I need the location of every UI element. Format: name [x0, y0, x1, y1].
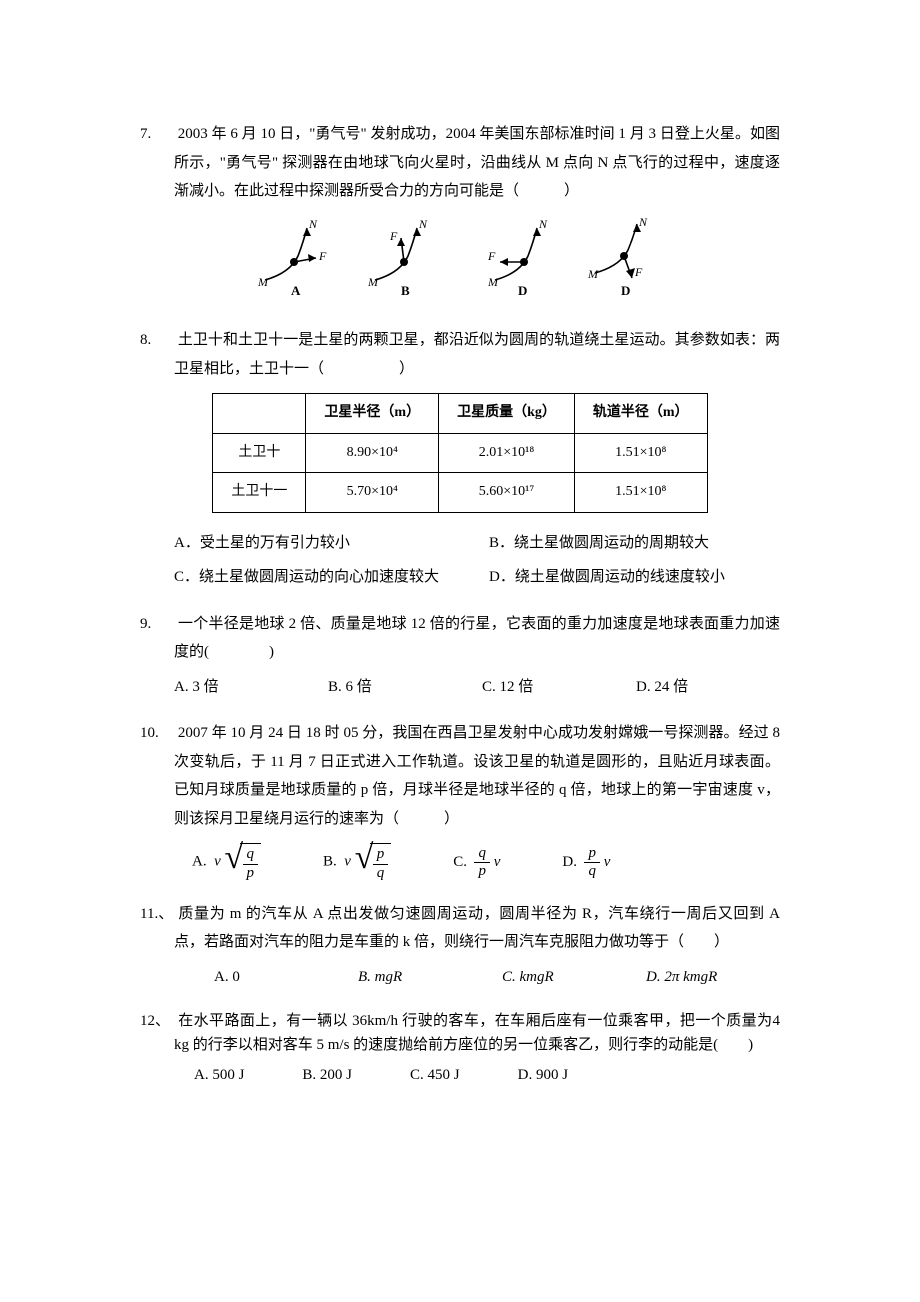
option-a: A. 0	[214, 963, 348, 992]
question-11: 11.、 质量为 m 的汽车从 A 点出发做匀速圆周运动，圆周半径为 R，汽车绕…	[140, 900, 780, 992]
question-8-body: 8. 土卫十和土卫十一是土星的两颗卫星，都沿近似为圆周的轨道绕土星运动。其参数如…	[140, 326, 780, 383]
svg-text:B: B	[401, 283, 410, 298]
svg-text:F: F	[634, 265, 643, 279]
svg-text:M: M	[587, 267, 599, 281]
option-a: A. 3 倍	[174, 673, 318, 702]
table-header-0	[213, 394, 306, 434]
option-a: A．受土星的万有引力较小	[174, 529, 465, 558]
svg-text:M: M	[367, 275, 379, 289]
question-12-number: 12、	[140, 1009, 174, 1033]
diagram-c: M N F D	[470, 218, 560, 298]
question-10-body: 10. 2007 年 10 月 24 日 18 时 05 分，我国在西昌卫星发射…	[140, 719, 780, 882]
svg-text:M: M	[487, 275, 499, 289]
question-9-options: A. 3 倍 B. 6 倍 C. 12 倍 D. 24 倍	[174, 673, 780, 702]
option-d: D. 900 J	[518, 1063, 568, 1087]
option-d: D. 2π kmgR	[646, 963, 780, 992]
question-9: 9. 一个半径是地球 2 倍、质量是地球 12 倍的行星，它表面的重力加速度是地…	[140, 610, 780, 702]
question-11-body: 11.、 质量为 m 的汽车从 A 点出发做匀速圆周运动，圆周半径为 R，汽车绕…	[140, 900, 780, 992]
option-b: B. 200 J	[302, 1063, 352, 1087]
question-10-text: 2007 年 10 月 24 日 18 时 05 分，我国在西昌卫星发射中心成功…	[174, 725, 780, 827]
question-8-text: 土卫十和土卫十一是土星的两颗卫星，都沿近似为圆周的轨道绕土星运动。其参数如表：两…	[174, 332, 780, 377]
svg-text:M: M	[257, 275, 269, 289]
question-11-number: 11.、	[140, 900, 174, 929]
question-11-options: A. 0 B. mgR C. kmgR D. 2π kmgR	[174, 963, 780, 992]
table-cell: 5.70×10⁴	[306, 473, 439, 513]
svg-text:D: D	[621, 283, 630, 298]
question-8-number: 8.	[140, 326, 174, 355]
question-9-body: 9. 一个半径是地球 2 倍、质量是地球 12 倍的行星，它表面的重力加速度是地…	[140, 610, 780, 702]
question-9-number: 9.	[140, 610, 174, 639]
table-cell: 2.01×10¹⁸	[439, 433, 575, 473]
question-12-text: 在水平路面上，有一辆以 36km/h 行驶的客车，在车厢后座有一位乘客甲，把一个…	[174, 1013, 780, 1053]
svg-text:N: N	[638, 218, 648, 229]
question-9-text: 一个半径是地球 2 倍、质量是地球 12 倍的行星，它表面的重力加速度是地球表面…	[174, 616, 780, 661]
table-header-2: 卫星质量（kg）	[439, 394, 575, 434]
question-8-table: 卫星半径（m） 卫星质量（kg） 轨道半径（m） 土卫十 8.90×10⁴ 2.…	[212, 393, 707, 513]
question-7-text: 2003 年 6 月 10 日，"勇气号" 发射成功，2004 年美国东部标准时…	[174, 126, 780, 199]
table-cell: 5.60×10¹⁷	[439, 473, 575, 513]
table-cell: 土卫十一	[213, 473, 306, 513]
option-b: B．绕土星做圆周运动的周期较大	[489, 529, 780, 558]
option-a: A. v √ qp	[192, 843, 261, 882]
question-7-diagrams: M N F A M N F B M N F D	[140, 218, 780, 309]
svg-text:N: N	[308, 218, 318, 231]
svg-text:F: F	[389, 229, 398, 243]
option-c: C. kmgR	[502, 963, 636, 992]
question-12: 12、 在水平路面上，有一辆以 36km/h 行驶的客车，在车厢后座有一位乘客甲…	[140, 1009, 780, 1087]
table-header-1: 卫星半径（m）	[306, 394, 439, 434]
option-c: C. qp v	[453, 845, 500, 881]
question-7-body: 7. 2003 年 6 月 10 日，"勇气号" 发射成功，2004 年美国东部…	[140, 120, 780, 206]
table-row: 土卫十一 5.70×10⁴ 5.60×10¹⁷ 1.51×10⁸	[213, 473, 707, 513]
question-10-options: A. v √ qp B. v √ pq C. qp v D. pq	[174, 843, 780, 882]
diagram-a: M N F A	[250, 218, 340, 298]
question-11-text: 质量为 m 的汽车从 A 点出发做匀速圆周运动，圆周半径为 R，汽车绕行一周后又…	[174, 906, 780, 951]
table-cell: 1.51×10⁸	[574, 473, 707, 513]
svg-text:A: A	[291, 283, 301, 298]
option-d: D. pq v	[562, 845, 610, 881]
question-8-options: A．受土星的万有引力较小 B．绕土星做圆周运动的周期较大 C．绕土星做圆周运动的…	[140, 529, 780, 592]
option-c: C．绕土星做圆周运动的向心加速度较大	[174, 563, 465, 592]
question-10: 10. 2007 年 10 月 24 日 18 时 05 分，我国在西昌卫星发射…	[140, 719, 780, 882]
svg-text:D: D	[518, 283, 527, 298]
option-d: D．绕土星做圆周运动的线速度较小	[489, 563, 780, 592]
question-12-body: 12、 在水平路面上，有一辆以 36km/h 行驶的客车，在车厢后座有一位乘客甲…	[140, 1009, 780, 1087]
table-cell: 8.90×10⁴	[306, 433, 439, 473]
svg-text:N: N	[538, 218, 548, 231]
option-b: B. mgR	[358, 963, 492, 992]
option-a: A. 500 J	[194, 1063, 244, 1087]
option-c: C. 12 倍	[482, 673, 626, 702]
diagram-b: M N F B	[360, 218, 450, 298]
option-b: B. v √ pq	[323, 843, 391, 882]
question-12-options: A. 500 J B. 200 J C. 450 J D. 900 J	[174, 1063, 780, 1087]
table-row: 土卫十 8.90×10⁴ 2.01×10¹⁸ 1.51×10⁸	[213, 433, 707, 473]
question-8: 8. 土卫十和土卫十一是土星的两颗卫星，都沿近似为圆周的轨道绕土星运动。其参数如…	[140, 326, 780, 592]
table-cell: 土卫十	[213, 433, 306, 473]
question-7: 7. 2003 年 6 月 10 日，"勇气号" 发射成功，2004 年美国东部…	[140, 120, 780, 308]
question-7-number: 7.	[140, 120, 174, 149]
option-d: D. 24 倍	[636, 673, 780, 702]
svg-text:N: N	[418, 218, 428, 231]
option-c: C. 450 J	[410, 1063, 460, 1087]
svg-text:F: F	[318, 249, 327, 263]
table-cell: 1.51×10⁸	[574, 433, 707, 473]
svg-text:F: F	[487, 249, 496, 263]
diagram-d: M N F D	[580, 218, 670, 298]
table-header-3: 轨道半径（m）	[574, 394, 707, 434]
option-b: B. 6 倍	[328, 673, 472, 702]
question-10-number: 10.	[140, 719, 174, 748]
